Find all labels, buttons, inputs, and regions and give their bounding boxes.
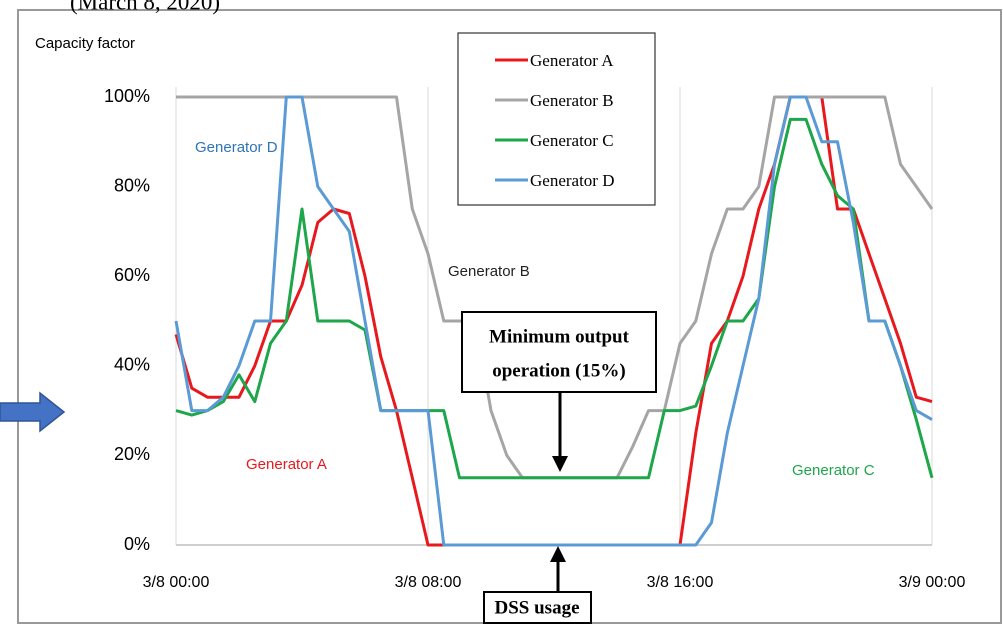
x-tick-label: 3/9 00:00 bbox=[899, 574, 966, 591]
y-tick-label: 80% bbox=[114, 175, 150, 195]
y-tick-label: 0% bbox=[124, 534, 150, 554]
y-tick-label: 40% bbox=[114, 355, 150, 375]
chart-title: (March 8, 2020) bbox=[70, 0, 220, 14]
y-tick-label: 20% bbox=[114, 444, 150, 464]
y-axis-label: Capacity factor bbox=[35, 35, 135, 52]
x-tick-label: 3/8 08:00 bbox=[395, 574, 462, 591]
legend bbox=[457, 32, 656, 206]
annotation: Generator C bbox=[792, 462, 875, 479]
grid: 0% 20% 40% 60% 80% 100% 3/8 00:00 3/8 08:00 3/8 … bbox=[104, 86, 966, 591]
legend-entries: Generator A Generator B Generator C Generat… bbox=[495, 51, 615, 190]
legend-label: Generator B bbox=[530, 91, 614, 110]
x-tick-label: 3/8 00:00 bbox=[143, 574, 210, 591]
legend-label: Generator C bbox=[530, 131, 614, 150]
annotation: Generator A bbox=[246, 456, 327, 473]
y-tick-label: 100% bbox=[104, 86, 150, 106]
callout-arrow-head bbox=[552, 456, 568, 472]
callout-text: operation (15%) bbox=[492, 360, 626, 381]
callout-text: Minimum output bbox=[489, 326, 630, 347]
y-tick-label: 60% bbox=[114, 265, 150, 285]
lines bbox=[174, 95, 934, 547]
legend-label: Generator A bbox=[530, 51, 614, 70]
callout-box bbox=[483, 591, 592, 624]
callout-box bbox=[461, 311, 657, 393]
series-line bbox=[175, 117, 934, 480]
annotation: Generator D bbox=[195, 139, 278, 156]
arrow bbox=[0, 391, 66, 433]
legend-label: Generator D bbox=[530, 171, 615, 190]
callout-text: DSS usage bbox=[495, 597, 580, 618]
callout-arrow-head bbox=[550, 546, 566, 562]
series-line bbox=[174, 95, 933, 547]
annotation: Generator B bbox=[448, 263, 530, 280]
x-tick-label: 3/8 16:00 bbox=[647, 574, 714, 591]
